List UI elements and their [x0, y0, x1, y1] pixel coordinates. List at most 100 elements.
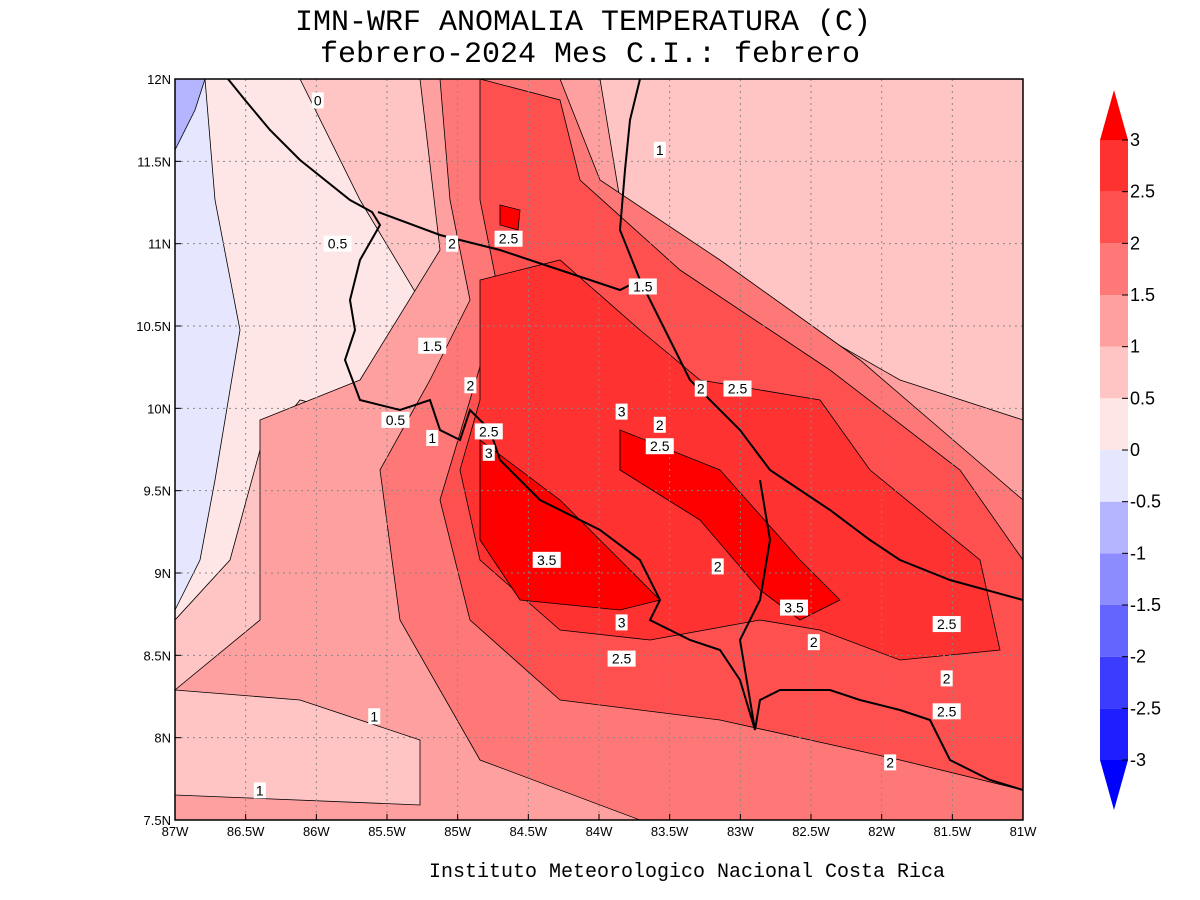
colorbar-band — [1100, 346, 1128, 399]
contour-label: 2 — [448, 236, 456, 252]
contour-label-box — [645, 438, 674, 455]
x-tick-label: 87W — [162, 824, 189, 839]
contour-label: 0 — [314, 92, 322, 108]
colorbar-label: -1.5 — [1130, 595, 1161, 615]
contour-label-box — [615, 614, 628, 631]
contour-band — [175, 79, 206, 151]
colorbar-label: -0.5 — [1130, 492, 1161, 512]
contour-label: 1.5 — [633, 278, 653, 294]
contour-label-box — [311, 92, 324, 109]
colorbar-band — [1100, 450, 1128, 502]
contour-label: 0.5 — [386, 412, 406, 428]
contour-label-box — [532, 551, 561, 568]
x-tick-label: 81W — [1010, 824, 1037, 839]
contour-label-box — [723, 380, 752, 397]
colorbar-label: 1.5 — [1130, 285, 1155, 305]
coastlines — [227, 79, 1023, 791]
x-tick-label: 82.5W — [792, 824, 830, 839]
contour-label: 3 — [618, 614, 626, 630]
contour-band — [619, 429, 841, 621]
y-tick-label: 12N — [147, 72, 171, 87]
contour-label-box — [932, 616, 961, 633]
contour-label-box — [807, 634, 820, 651]
y-tick-label: 9.5N — [144, 484, 171, 499]
colorbar-label: 0.5 — [1130, 388, 1155, 408]
y-tick-label: 9N — [154, 566, 171, 581]
x-tick-label: 84W — [586, 824, 613, 839]
y-tick-label: 10N — [147, 401, 171, 416]
colorbar-label: -2 — [1130, 647, 1146, 667]
x-tick-label: 84.5W — [510, 824, 548, 839]
colorbar-label: -3 — [1130, 750, 1146, 770]
contour-label-box — [418, 337, 447, 354]
colorbar-label: 0 — [1130, 440, 1140, 460]
colorbar-label: 1 — [1130, 337, 1140, 357]
x-tick-label: 86W — [303, 824, 330, 839]
pacific-coast — [227, 79, 1023, 791]
contour-label: 3 — [485, 445, 493, 461]
contour-label: 3.5 — [784, 600, 804, 616]
contour-label: 1 — [256, 782, 264, 798]
contour-label-box — [615, 403, 628, 420]
contour-label: 3.5 — [537, 552, 557, 568]
contour-band — [499, 204, 521, 231]
contour-label-box — [780, 599, 809, 616]
title: IMN-WRF ANOMALIA TEMPERATURA (C) — [295, 6, 871, 40]
subtitle: febrero-2024 Mes C.I.: febrero — [320, 38, 860, 72]
colorbar-band — [1100, 708, 1128, 760]
contour-label-box — [474, 423, 503, 440]
contour-label-box — [884, 754, 897, 771]
y-tick-label: 10.5N — [136, 319, 171, 334]
x-tick-label: 82W — [868, 824, 895, 839]
colorbar-band — [1100, 553, 1128, 605]
colorbar-band — [1100, 656, 1128, 709]
contour-label-box — [482, 444, 495, 461]
contour-label: 2 — [697, 381, 705, 397]
colorbar-label: 2 — [1130, 233, 1140, 253]
contour-label: 2.5 — [479, 423, 499, 439]
contour-label-box — [446, 235, 459, 252]
contour-band — [175, 79, 241, 611]
colorbar-arrow — [1100, 760, 1128, 810]
y-tick-label: 11N — [148, 237, 171, 252]
contour-label: 2 — [466, 377, 474, 393]
contour-label-box — [381, 411, 410, 428]
axes: 87W 86.5W 86W 85.5W 85W 84.5W 84W 83.5W 83W 82.5W… — [136, 72, 1037, 839]
contour-label: 2.5 — [612, 651, 632, 667]
contour-label: 1 — [428, 430, 436, 446]
border — [377, 211, 772, 731]
contour-label: 2.5 — [728, 381, 748, 397]
contour-label-box — [323, 235, 352, 252]
contour-label-box — [426, 429, 439, 446]
contour-label: 2 — [810, 634, 818, 650]
y-tick-label: 11.5N — [137, 154, 171, 169]
contour-label-box — [653, 416, 666, 433]
colorbar-band — [1100, 243, 1128, 295]
contour-label: 2 — [656, 417, 664, 433]
y-tick-label: 7.5N — [144, 813, 171, 828]
x-tick-label: 86.5W — [227, 824, 265, 839]
x-tick-label: 83W — [727, 824, 754, 839]
contour-label-box — [653, 141, 666, 158]
y-tick-label: 8.5N — [144, 648, 171, 663]
colorbar-band — [1100, 191, 1128, 244]
contour-label-box — [932, 703, 961, 720]
x-tick-label: 85W — [444, 824, 471, 839]
contour-label-box — [694, 380, 707, 397]
contour-label: 2 — [714, 558, 722, 574]
colorbar-band — [1100, 140, 1128, 192]
contour-label-box — [607, 650, 636, 667]
contour-band — [479, 439, 661, 611]
contour-label: 0.5 — [328, 236, 348, 252]
colorbar-label: 2.5 — [1130, 182, 1155, 202]
colorbar-label: 3 — [1130, 130, 1140, 150]
contour-label-box — [368, 708, 381, 725]
x-tick-label: 81.5W — [934, 824, 972, 839]
x-tick-label: 83.5W — [651, 824, 689, 839]
contour-label: 2 — [943, 670, 951, 686]
contour-label: 3 — [618, 404, 626, 420]
contour-label: 1 — [656, 142, 664, 158]
contour-labels: 0 1 0.5 2 2.5 1.5 1.5 2 2 2.5 3 2 0.5 1 2.5 2.5 3 3.5 2 3.5… — [253, 92, 961, 799]
contour-label: 2.5 — [650, 438, 670, 454]
